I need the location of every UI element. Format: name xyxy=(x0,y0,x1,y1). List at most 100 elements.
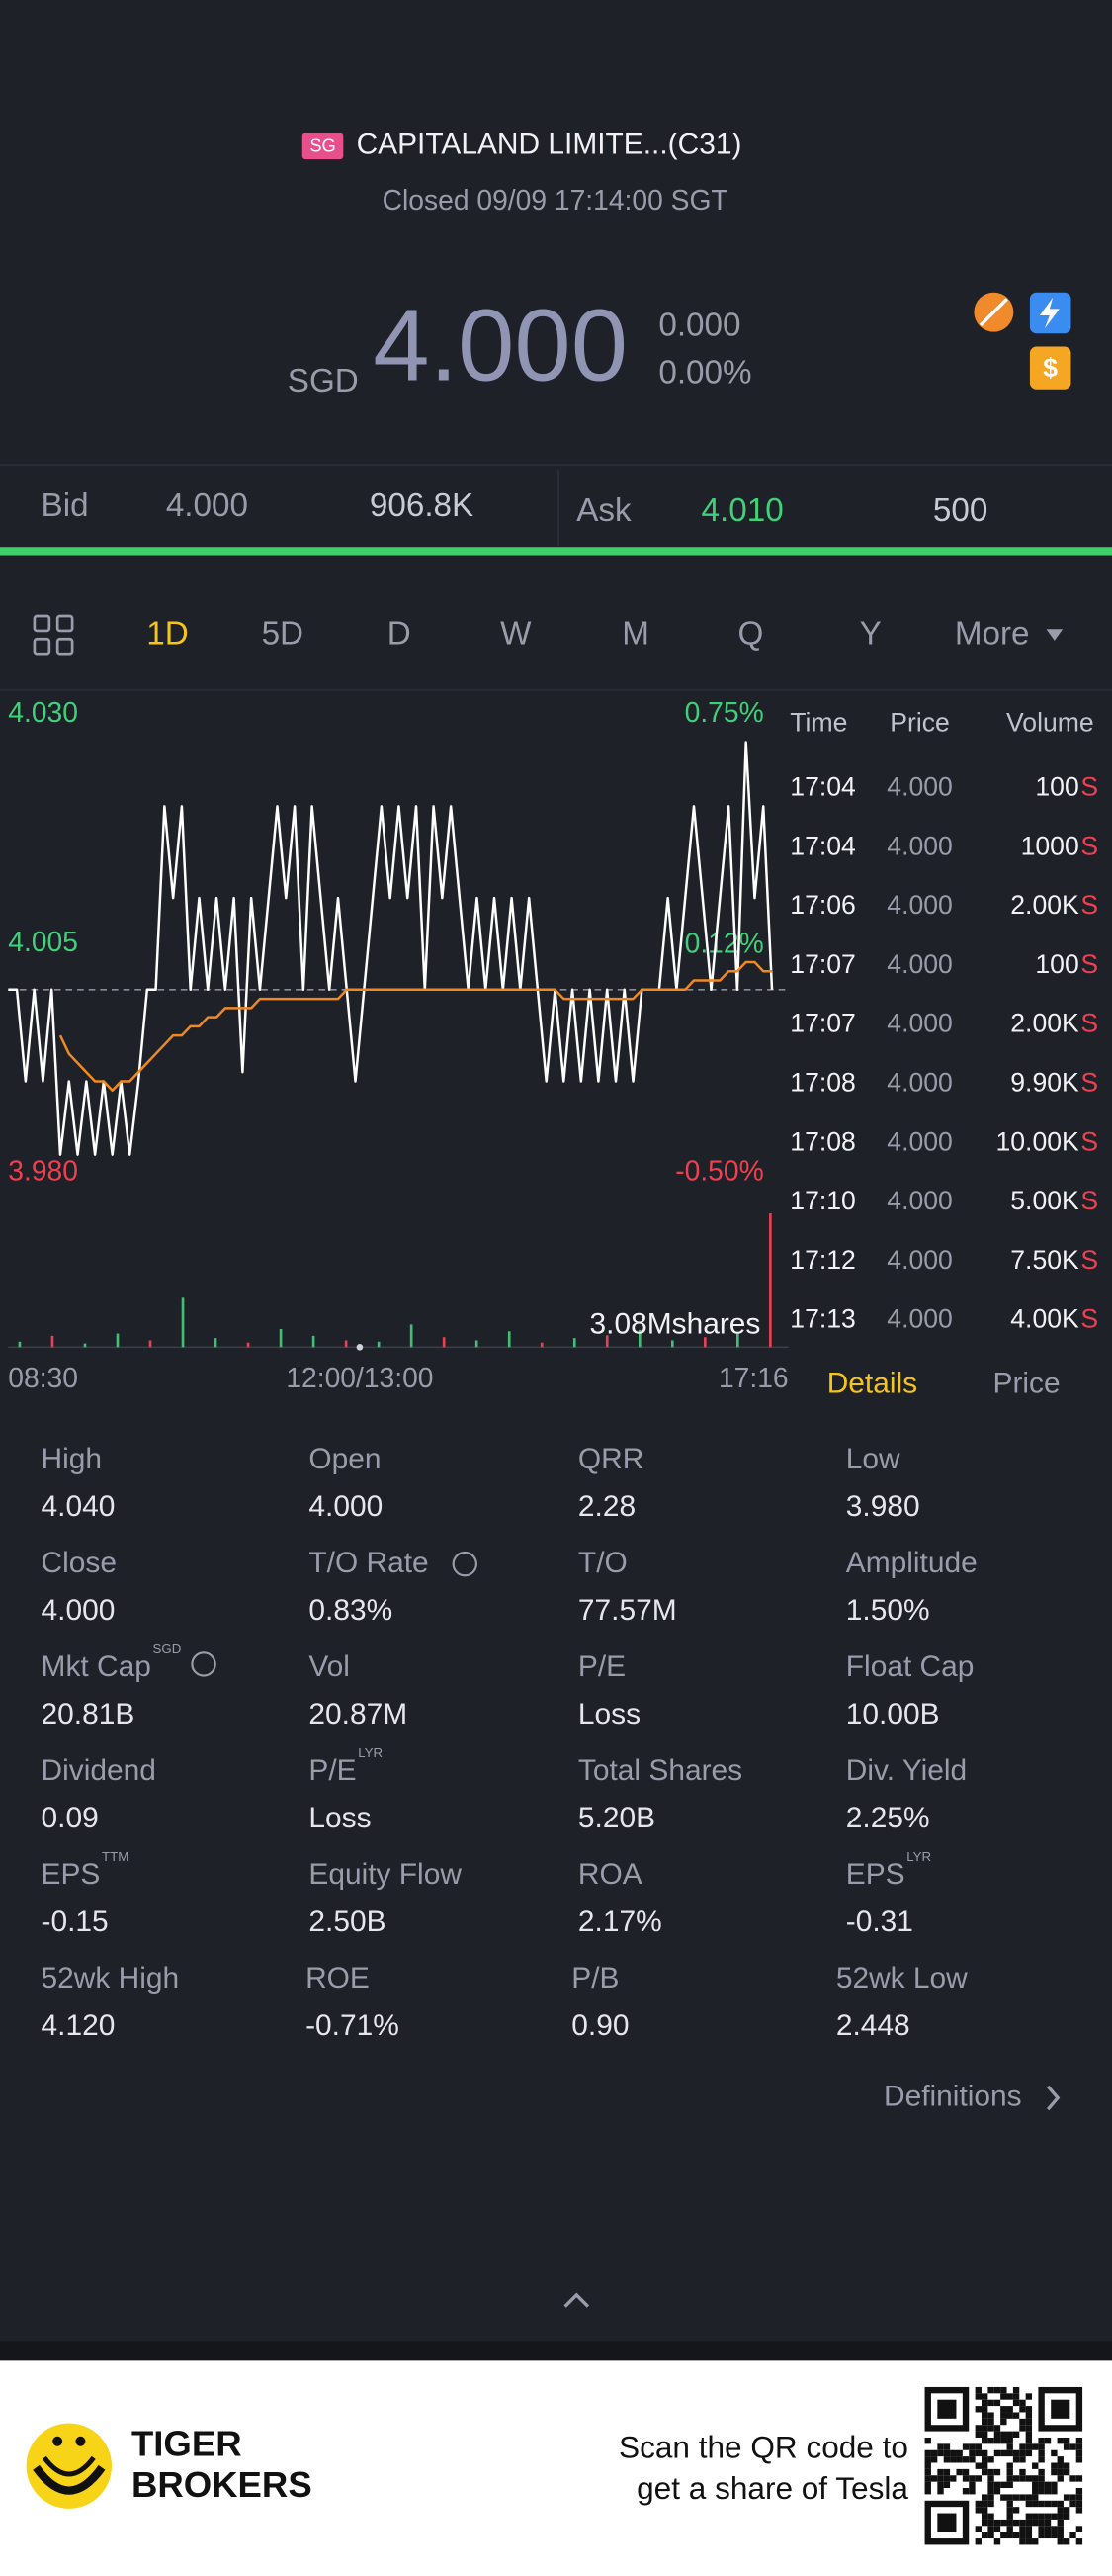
qr-cell xyxy=(1075,2475,1083,2482)
qr-cell xyxy=(969,2481,976,2489)
definitions-link[interactable]: Definitions xyxy=(884,2080,1022,2112)
qr-cell xyxy=(1075,2507,1083,2514)
bid-ask-bar xyxy=(0,547,1112,556)
trade-time: 17:04 xyxy=(790,771,856,801)
info-icon[interactable] xyxy=(452,1551,477,1577)
detail-label: Vol xyxy=(308,1650,350,1683)
qr-cell xyxy=(987,2425,994,2432)
qr-cell xyxy=(1057,2475,1064,2482)
period-tab[interactable]: Q xyxy=(737,616,763,653)
qr-cell xyxy=(937,2481,944,2489)
panel-tab[interactable]: Details xyxy=(827,1367,917,1399)
y2-tick-label: -0.50% xyxy=(675,1155,763,1187)
qr-cell xyxy=(1032,2488,1039,2495)
period-tab[interactable]: W xyxy=(500,616,532,653)
qr-cell xyxy=(1012,2431,1020,2438)
table-header: Time xyxy=(790,708,847,738)
qr-cell xyxy=(987,2519,994,2527)
qr-cell xyxy=(981,2437,988,2444)
qr-cell xyxy=(975,2526,982,2532)
qr-cell xyxy=(987,2532,994,2539)
qr-cell xyxy=(1075,2538,1083,2545)
qr-cell xyxy=(987,2526,994,2532)
dropdown-arrow xyxy=(1046,629,1064,641)
qr-cell xyxy=(975,2462,982,2469)
qr-cell xyxy=(1051,2488,1058,2495)
qr-cell xyxy=(1025,2431,1033,2438)
qr-cell xyxy=(969,2488,976,2495)
table-header: Volume xyxy=(1006,708,1094,738)
volume-bar xyxy=(670,1340,674,1348)
qr-cell xyxy=(1019,2443,1026,2450)
qr-cell xyxy=(1038,2519,1045,2527)
volume-bar xyxy=(409,1324,413,1348)
detail-value: -0.31 xyxy=(846,1906,913,1938)
collapse-chevron[interactable] xyxy=(563,2292,590,2308)
volume-bar xyxy=(246,1342,250,1348)
detail-label: Div. Yield xyxy=(846,1754,967,1787)
qr-cell xyxy=(975,2431,982,2438)
qr-cell xyxy=(956,2456,963,2463)
volume-bar xyxy=(214,1338,217,1348)
qr-cell xyxy=(1006,2513,1013,2520)
period-tab[interactable]: Y xyxy=(860,616,882,653)
period-tab[interactable]: 5D xyxy=(262,616,303,653)
qr-cell xyxy=(1019,2399,1026,2407)
period-tab[interactable]: D xyxy=(387,616,411,653)
period-tab[interactable]: More xyxy=(955,616,1030,653)
qr-cell xyxy=(987,2488,994,2495)
qr-cell xyxy=(1057,2468,1064,2476)
definitions-chevron[interactable] xyxy=(1046,2085,1061,2111)
x-tick-label: 12:00/13:00 xyxy=(286,1362,433,1393)
detail-superscript: LYR xyxy=(358,1745,383,1760)
detail-value: 77.57M xyxy=(578,1594,677,1627)
qr-cell xyxy=(993,2538,1001,2545)
qr-cell xyxy=(975,2393,982,2400)
icon-dollar[interactable] xyxy=(1029,346,1071,390)
panel-tab[interactable]: Price xyxy=(993,1367,1061,1399)
volume-bar xyxy=(442,1337,446,1348)
volume-bar xyxy=(736,1333,739,1348)
qr-cell xyxy=(1063,2468,1070,2476)
trade-volume: 5.00K xyxy=(1010,1186,1079,1215)
qr-cell xyxy=(981,2425,988,2432)
qr-cell xyxy=(1012,2412,1020,2419)
detail-value: 2.17% xyxy=(578,1906,662,1938)
currency: SGD xyxy=(288,363,359,400)
grid-menu-icon[interactable] xyxy=(33,614,74,656)
qr-cell xyxy=(1000,2431,1007,2438)
qr-cell xyxy=(1006,2481,1013,2489)
qr-cell xyxy=(1019,2538,1026,2545)
qr-cell xyxy=(1038,2532,1045,2539)
table-header: Price xyxy=(890,708,950,738)
qr-cell xyxy=(1032,2443,1039,2450)
detail-label: EPS xyxy=(42,1858,101,1891)
period-tab[interactable]: M xyxy=(622,616,649,653)
tiger-logo xyxy=(26,2423,112,2509)
detail-superscript: TTM xyxy=(102,1849,128,1864)
info-icon[interactable] xyxy=(191,1651,216,1677)
qr-cell xyxy=(1057,2462,1064,2469)
qr-cell xyxy=(1063,2437,1070,2444)
icon-short-slash xyxy=(979,298,1008,327)
qr-cell xyxy=(1075,2526,1083,2532)
qr-cell xyxy=(987,2437,994,2444)
trade-price: 4.000 xyxy=(887,890,953,920)
qr-cell xyxy=(975,2449,982,2457)
qr-cell xyxy=(930,2475,938,2482)
qr-cell xyxy=(1038,2449,1045,2457)
bid-label: Bid xyxy=(42,488,89,524)
detail-value: Loss xyxy=(578,1698,641,1731)
qr-cell xyxy=(981,2507,988,2514)
qr-cell xyxy=(1019,2519,1026,2527)
qr-code xyxy=(924,2386,1083,2545)
volume-bar xyxy=(181,1297,185,1348)
qr-cell xyxy=(993,2386,1001,2394)
period-tab[interactable]: 1D xyxy=(146,616,188,653)
qr-cell xyxy=(1038,2468,1045,2476)
detail-label: 52wk Low xyxy=(836,1962,968,1995)
detail-label: Total Shares xyxy=(578,1754,742,1787)
qr-cell xyxy=(1000,2437,1007,2444)
qr-cell xyxy=(1025,2526,1033,2532)
